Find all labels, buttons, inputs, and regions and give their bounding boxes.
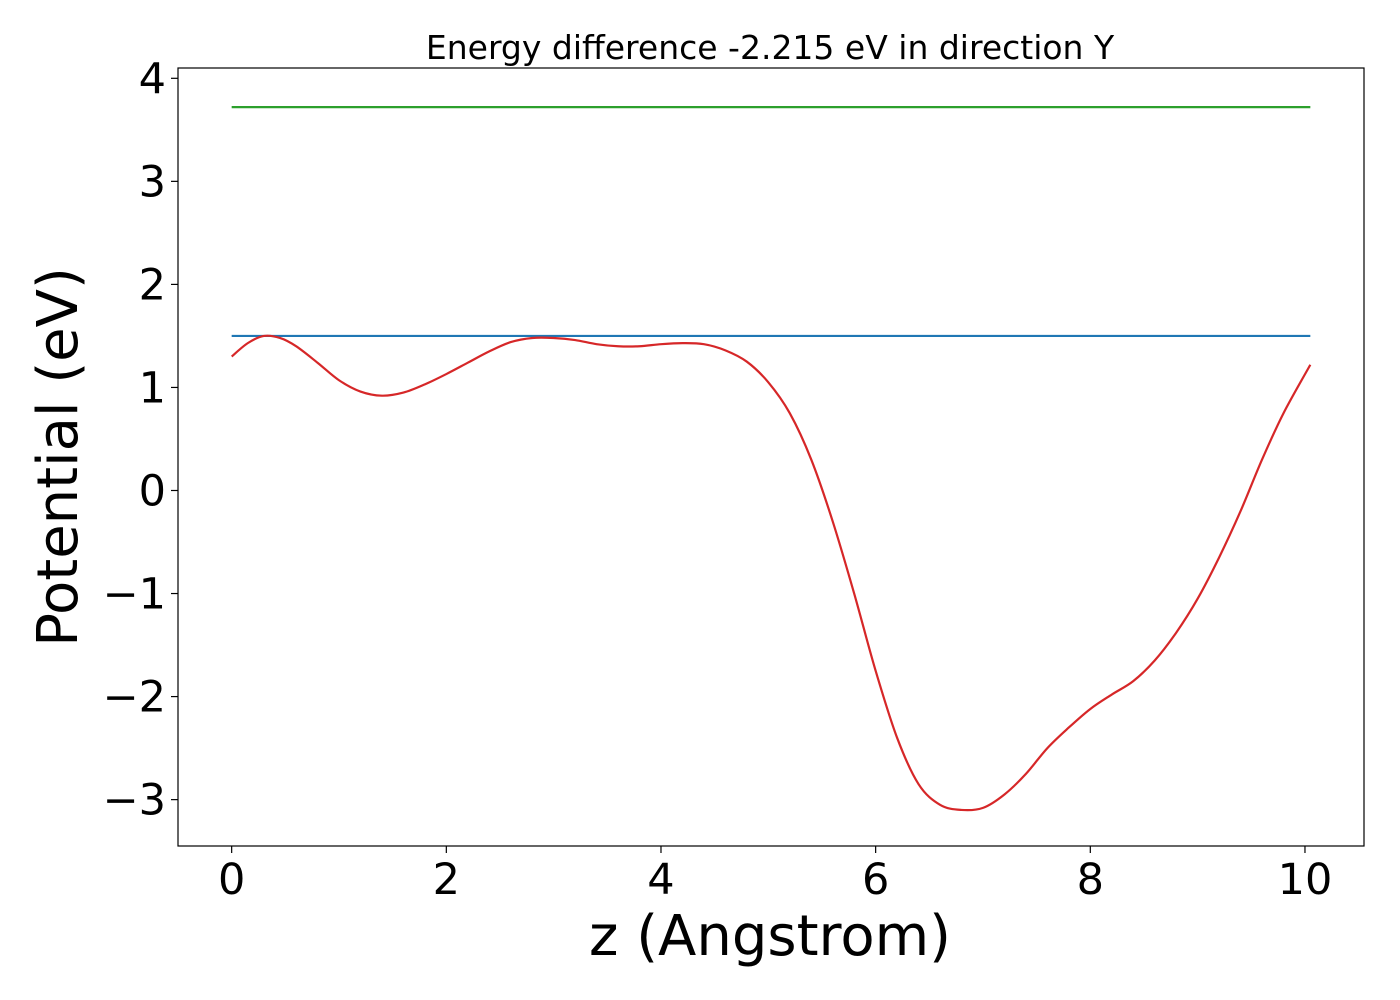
x-tick-label: 6 — [862, 855, 889, 905]
x-axis-title: z (Angstrom) — [589, 904, 951, 969]
x-tick-label: 2 — [433, 855, 460, 905]
x-tick-label: 0 — [218, 855, 245, 905]
y-tick-label: −3 — [103, 776, 166, 826]
y-tick-label: 3 — [139, 157, 166, 207]
x-axis: 0 2 4 6 8 10 — [218, 846, 1332, 905]
x-tick-label: 8 — [1077, 855, 1104, 905]
y-axis: −3 −2 −1 0 1 2 3 4 — [103, 54, 178, 826]
series-layer — [230, 106, 1312, 812]
y-tick-label: 0 — [139, 466, 166, 516]
y-tick-label: 2 — [139, 260, 166, 310]
chart-title: Energy difference -2.215 eV in direction… — [426, 28, 1115, 67]
x-tick-label: 10 — [1278, 855, 1333, 905]
y-tick-label: 4 — [139, 54, 166, 104]
y-tick-label: 1 — [139, 363, 166, 413]
series-line-3 — [230, 334, 1312, 812]
y-tick-label: −2 — [103, 673, 166, 723]
y-tick-label: −1 — [103, 570, 166, 620]
y-axis-title: Potential (eV) — [26, 267, 91, 647]
plot-area — [177, 67, 1365, 847]
plot-frame — [177, 67, 1365, 847]
x-tick-label: 4 — [647, 855, 674, 905]
